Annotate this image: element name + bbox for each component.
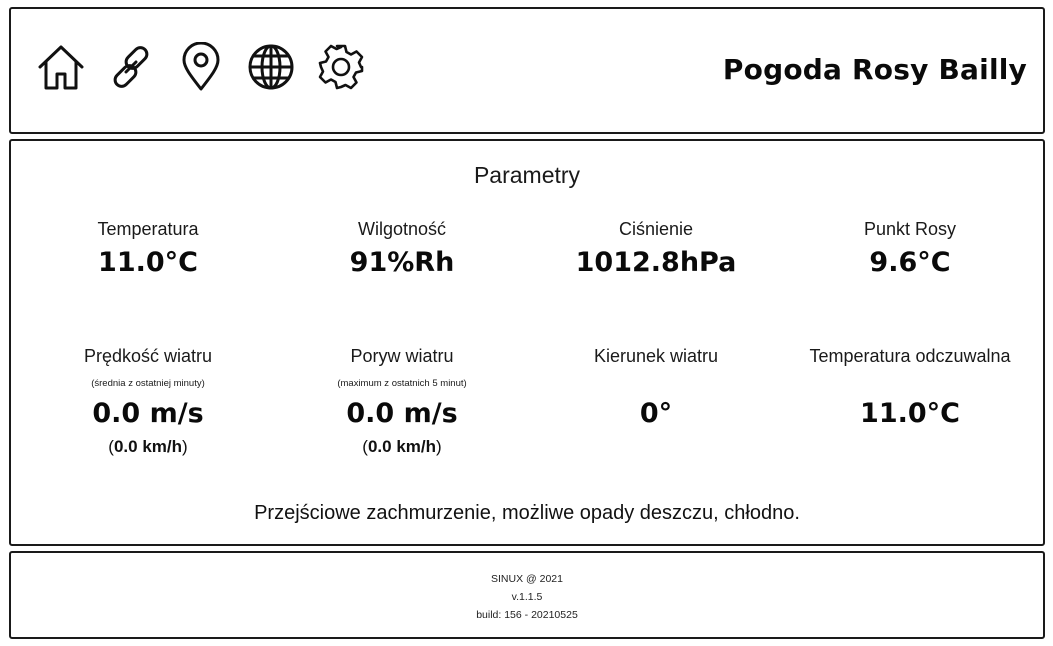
site-title: Pogoda Rosy Bailly [722, 53, 1027, 86]
wind-speed-value: 0.0 m/s [92, 398, 204, 429]
parameters-heading: Parametry [473, 162, 581, 188]
footer-panel: SINUX @ 2021 v.1.1.5 build: 156 - 202105… [9, 551, 1045, 639]
wind-gust-label: Poryw wiatru [350, 346, 454, 366]
feels-like-cell: Temperatura odczuwalna . 11.0°C [783, 345, 1037, 458]
gear-icon [318, 44, 364, 90]
feels-like-label: Temperatura odczuwalna [809, 346, 1011, 366]
parameters-row-1: Temperatura 11.0°C Wilgotność 91%Rh Ciśn… [21, 218, 1037, 280]
footer-version: v.1.1.5 [511, 591, 543, 603]
wind-direction-label: Kierunek wiatru [593, 346, 719, 366]
dew-point-cell: Punkt Rosy 9.6°C [783, 218, 1037, 280]
dew-point-label: Punkt Rosy [863, 219, 957, 239]
feels-like-value: 11.0°C [860, 398, 960, 429]
globe-icon [248, 44, 294, 90]
home-icon [38, 45, 84, 90]
pressure-label: Ciśnienie [618, 219, 694, 239]
wind-gust-kmh-value: 0.0 km/h [367, 437, 437, 456]
humidity-value: 91%Rh [349, 247, 455, 278]
location-button[interactable] [176, 42, 226, 92]
wind-direction-value: 0° [639, 398, 673, 429]
link-button[interactable] [106, 42, 156, 92]
temperature-value: 11.0°C [98, 247, 198, 278]
wind-speed-label: Prędkość wiatru [83, 346, 213, 366]
temperature-label: Temperatura [97, 219, 199, 239]
wind-speed-kmh: (0.0 km/h) [108, 437, 188, 456]
settings-button[interactable] [316, 42, 366, 92]
wind-speed-kmh-value: 0.0 km/h [113, 437, 183, 456]
temperature-cell: Temperatura 11.0°C [21, 218, 275, 280]
humidity-label: Wilgotność [357, 219, 447, 239]
pressure-cell: Ciśnienie 1012.8hPa [529, 218, 783, 280]
header-panel: Pogoda Rosy Bailly [9, 7, 1045, 134]
location-pin-icon [182, 42, 220, 91]
footer-copyright: SINUX @ 2021 [491, 573, 563, 585]
humidity-cell: Wilgotność 91%Rh [275, 218, 529, 280]
wind-speed-cell: Prędkość wiatru (średnia z ostatniej min… [21, 345, 275, 458]
nav-icons [36, 42, 366, 92]
footer-info: SINUX @ 2021 v.1.1.5 build: 156 - 202105… [11, 570, 1043, 624]
wind-gust-kmh: (0.0 km/h) [362, 437, 442, 456]
dew-point-value: 9.6°C [869, 247, 951, 278]
footer-build: build: 156 - 20210525 [476, 609, 578, 621]
wind-speed-note: (średnia z ostatniej minuty) [91, 378, 205, 389]
home-button[interactable] [36, 42, 86, 92]
parameters-panel: Parametry Temperatura 11.0°C Wilgotność … [9, 139, 1045, 546]
wind-direction-cell: Kierunek wiatru . 0° [529, 345, 783, 458]
wind-gust-note: (maximum z ostatnich 5 minut) [337, 378, 467, 389]
wind-gust-value: 0.0 m/s [346, 398, 458, 429]
globe-button[interactable] [246, 42, 296, 92]
wind-gust-cell: Poryw wiatru (maximum z ostatnich 5 minu… [275, 345, 529, 458]
forecast-text: Przejściowe zachmurzenie, możliwe opady … [254, 502, 800, 524]
link-icon [113, 46, 149, 88]
parameters-row-2: Prędkość wiatru (średnia z ostatniej min… [21, 345, 1037, 458]
pressure-value: 1012.8hPa [575, 247, 737, 278]
